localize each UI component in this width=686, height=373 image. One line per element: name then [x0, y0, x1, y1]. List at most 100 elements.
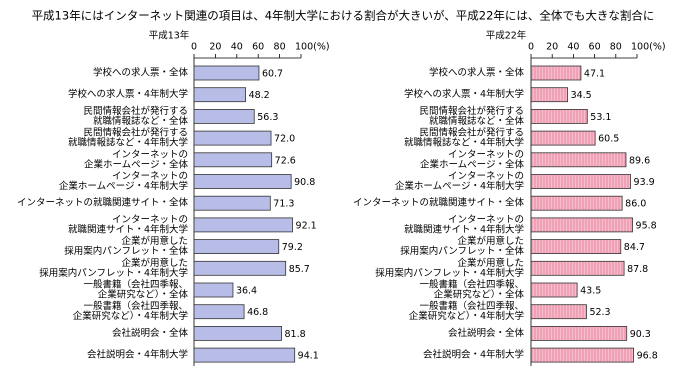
- category-label: 学校への求人票・全体: [93, 67, 189, 79]
- value-label: 94.1: [298, 351, 319, 362]
- bar: [530, 325, 628, 341]
- category-label: 一般書籍（会社四季報、: [419, 300, 524, 312]
- bar: [193, 195, 271, 211]
- bar: [193, 325, 282, 341]
- category-label: 就職情報誌など・全体: [93, 115, 189, 127]
- category-label: 採用案内パンフレット・4年制大学: [375, 267, 524, 279]
- x-tick-label: 100(%): [631, 42, 666, 53]
- category-label: 一般書籍（会社四季報、: [83, 279, 188, 291]
- page-title: 平成13年にはインターネット関連の項目は、4年制大学における割合が大きいが、平成…: [32, 9, 655, 23]
- bar: [193, 260, 287, 276]
- bar: [193, 304, 245, 320]
- category-label: 学校への求人票・4年制大学: [404, 88, 524, 100]
- category-label: 民間情報会社が発行する: [419, 105, 524, 117]
- category-label: 学校への求人票・全体: [429, 67, 525, 79]
- value-label: 90.8: [294, 177, 315, 188]
- value-label: 60.5: [598, 134, 619, 145]
- value-label: 46.8: [247, 307, 268, 318]
- category-label: 企業が用意した: [457, 257, 524, 269]
- value-label: 53.1: [590, 112, 611, 123]
- bar: [530, 152, 627, 168]
- x-tick-label: 40: [231, 42, 243, 53]
- bar: [530, 195, 623, 211]
- value-label: 60.7: [262, 69, 283, 80]
- category-label: 企業研究など）・4年制大学: [73, 310, 188, 322]
- bar: [530, 304, 587, 320]
- category-label: 企業研究など）・全体: [434, 289, 525, 301]
- value-label: 93.9: [634, 177, 655, 188]
- x-tick-label: 80: [274, 42, 286, 53]
- bar: [193, 65, 260, 81]
- bar: [530, 282, 578, 298]
- category-label: 就職関連サイト・4年制大学: [68, 223, 188, 235]
- value-label: 56.3: [257, 112, 278, 123]
- value-label: 71.3: [273, 199, 294, 210]
- value-label: 84.7: [624, 242, 645, 253]
- category-label: 企業が用意した: [121, 235, 188, 247]
- x-tick-label: 40: [567, 42, 579, 53]
- category-label: 就職情報誌など・全体: [429, 115, 525, 127]
- category-label: 企業が用意した: [121, 257, 188, 269]
- value-label: 72.0: [274, 134, 295, 145]
- value-label: 47.1: [584, 69, 605, 80]
- bar: [530, 65, 582, 81]
- value-label: 92.1: [296, 220, 317, 231]
- chart-title: 平成13年: [149, 30, 190, 42]
- category-label: 就職情報誌など・4年制大学: [404, 137, 524, 149]
- bar: [193, 282, 234, 298]
- x-tick-label: 20: [546, 42, 558, 53]
- chart-title: 平成22年: [486, 30, 527, 42]
- value-label: 86.0: [625, 199, 646, 210]
- x-tick-label: 60: [252, 42, 264, 53]
- category-label: 会社説明会・全体: [448, 327, 525, 339]
- bar: [530, 109, 588, 124]
- category-label: 企業研究など）・4年制大学: [409, 310, 524, 322]
- category-label: インターネットの就職関連サイト・全体: [353, 197, 525, 209]
- bar: [193, 87, 246, 103]
- category-label: 会社説明会・4年制大学: [87, 349, 188, 361]
- category-label: 企業ホームページ・全体: [420, 158, 525, 170]
- value-label: 87.8: [627, 264, 648, 275]
- category-label: インターネットの: [112, 214, 188, 225]
- bar: [193, 174, 292, 189]
- bar: [530, 87, 568, 103]
- value-label: 72.6: [275, 155, 296, 166]
- value-label: 85.7: [289, 264, 310, 275]
- x-tick-label: 0: [191, 42, 197, 53]
- category-label: 民間情報会社が発行する: [83, 105, 188, 117]
- category-label: インターネットの: [448, 214, 524, 225]
- category-label: 民間情報会社が発行する: [419, 127, 524, 139]
- value-label: 96.8: [637, 351, 658, 362]
- category-label: 会社説明会・4年制大学: [423, 349, 524, 361]
- category-label: インターネットの: [448, 149, 524, 160]
- x-tick-label: 0: [528, 42, 534, 53]
- bar: [193, 347, 296, 363]
- category-label: 民間情報会社が発行する: [83, 127, 188, 139]
- x-tick-label: 100(%): [295, 42, 330, 53]
- bar: [193, 152, 273, 168]
- bar: [530, 239, 622, 255]
- category-label: 就職関連サイト・4年制大学: [404, 223, 524, 235]
- value-label: 90.3: [630, 329, 651, 340]
- value-label: 36.4: [236, 286, 257, 297]
- category-label: インターネットの就職関連サイト・全体: [17, 197, 189, 209]
- value-label: 79.2: [282, 242, 303, 253]
- bar: [193, 217, 293, 233]
- category-label: 企業研究など）・全体: [98, 289, 189, 301]
- value-label: 95.8: [636, 220, 657, 231]
- bar: [530, 260, 625, 276]
- category-label: 採用案内パンフレット・4年制大学: [39, 267, 188, 279]
- bar: [530, 347, 635, 363]
- value-label: 89.6: [629, 155, 650, 166]
- value-label: 81.8: [285, 329, 306, 340]
- category-label: インターネットの: [112, 149, 188, 160]
- category-label: 会社説明会・全体: [112, 327, 189, 339]
- x-tick-label: 80: [610, 42, 622, 53]
- value-label: 52.3: [589, 307, 610, 318]
- bar: [530, 130, 596, 146]
- bar: [530, 174, 631, 189]
- value-label: 34.5: [571, 90, 592, 101]
- category-label: インターネットの: [112, 171, 188, 182]
- category-label: 企業ホームページ・4年制大学: [59, 180, 188, 192]
